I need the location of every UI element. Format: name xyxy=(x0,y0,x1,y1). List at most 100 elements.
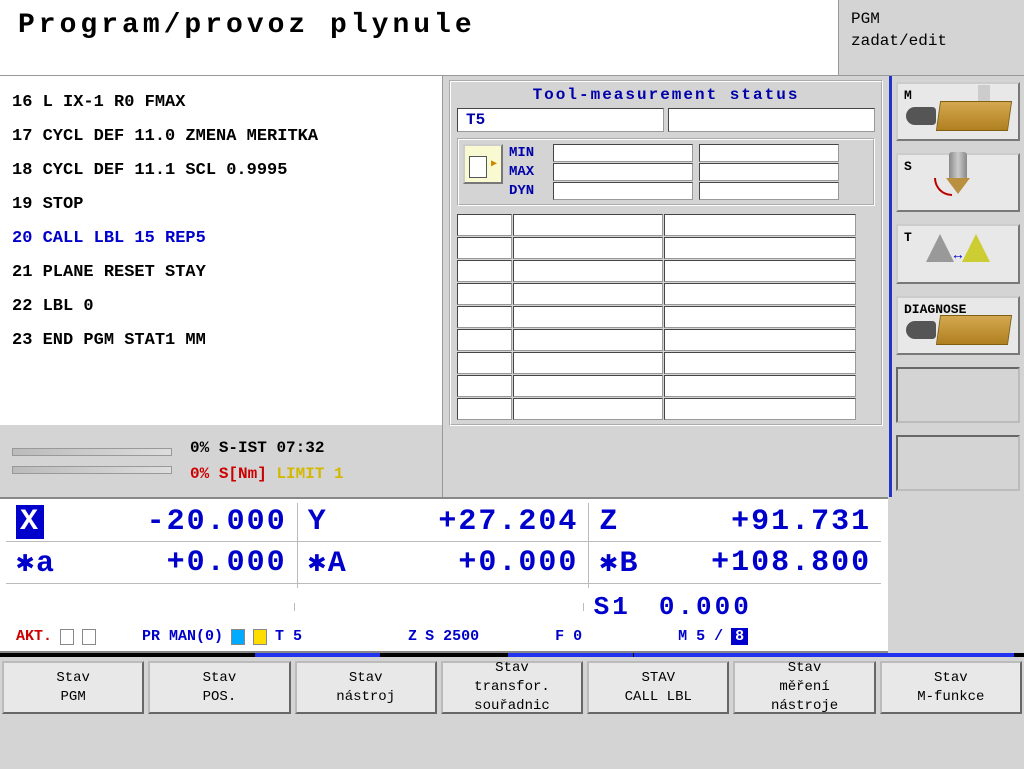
softkey-2[interactable]: StavPOS. xyxy=(148,661,290,714)
grid-cell[interactable] xyxy=(664,352,856,374)
grid-cell[interactable] xyxy=(664,214,856,236)
softkey-label: M-funkce xyxy=(917,688,984,707)
grid-cell[interactable] xyxy=(664,329,856,351)
tool-panel-title: Tool-measurement status xyxy=(457,86,875,104)
grid-cell[interactable] xyxy=(664,306,856,328)
grid-cell[interactable] xyxy=(513,375,663,397)
softkey-label: Stav xyxy=(934,669,968,688)
program-line[interactable]: 22 LBL 0 xyxy=(12,290,430,324)
grid-cell[interactable] xyxy=(664,237,856,259)
spindle-label: S1 xyxy=(594,592,631,622)
program-line[interactable]: 21 PLANE RESET STAY xyxy=(12,256,430,290)
tool-name-field[interactable] xyxy=(668,108,875,132)
softkey-label: nástroje xyxy=(771,697,838,716)
grid-cell[interactable] xyxy=(457,237,512,259)
info-pr: PR MAN(0) xyxy=(142,628,223,645)
max-field-2[interactable] xyxy=(699,163,839,181)
grid-cell[interactable] xyxy=(513,398,663,420)
grid-row xyxy=(457,214,875,236)
side-button-m[interactable]: M xyxy=(896,82,1020,141)
info-icon-2[interactable] xyxy=(253,629,267,645)
grid-cell[interactable] xyxy=(513,306,663,328)
softkey-label: Stav xyxy=(203,669,237,688)
min-field-2[interactable] xyxy=(699,144,839,162)
status-strip: 0% S-IST 07:32 0% S[Nm] LIMIT 1 xyxy=(0,425,442,497)
tool-panel-icon[interactable] xyxy=(463,144,503,184)
side-button-empty-2[interactable] xyxy=(896,435,1020,491)
axis-label: X xyxy=(16,505,44,539)
program-listing[interactable]: 16 L IX-1 R0 FMAX17 CYCL DEF 11.0 ZMENA … xyxy=(0,76,442,425)
side-button-empty-1[interactable] xyxy=(896,367,1020,423)
softkey-6[interactable]: Stavměřenínástroje xyxy=(733,661,875,714)
info-box-1[interactable] xyxy=(60,629,74,645)
grid-cell[interactable] xyxy=(457,352,512,374)
side-button-t[interactable]: T ↔ xyxy=(896,224,1020,283)
position-display: X-20.000Y+27.204Z+91.731 ✱a+0.000✱A+0.00… xyxy=(0,497,888,653)
program-line[interactable]: 18 CYCL DEF 11.1 SCL 0.9995 xyxy=(12,154,430,188)
grid-cell[interactable] xyxy=(513,214,663,236)
softkey-3[interactable]: Stavnástroj xyxy=(295,661,437,714)
diagnose-icon xyxy=(898,289,1018,347)
axis-label: ✱a xyxy=(16,544,56,581)
dyn-field-2[interactable] xyxy=(699,182,839,200)
info-bar: AKT. PR MAN(0) T 5 Z S 2500 F 0 M 5 / 8 xyxy=(6,626,882,647)
dyn-field-1[interactable] xyxy=(553,182,693,200)
program-line[interactable]: 23 END PGM STAT1 MM xyxy=(12,324,430,358)
dro-cell-b: ✱B+108.800 xyxy=(589,542,881,584)
grid-cell[interactable] xyxy=(513,329,663,351)
grid-row xyxy=(457,306,875,328)
mode-box[interactable]: PGM zadat/edit xyxy=(839,0,1024,75)
grid-cell[interactable] xyxy=(513,352,663,374)
grid-cell[interactable] xyxy=(457,306,512,328)
sist-val: 07:32 xyxy=(276,439,324,457)
max-field-1[interactable] xyxy=(553,163,693,181)
grid-cell[interactable] xyxy=(664,260,856,282)
grid-cell[interactable] xyxy=(664,375,856,397)
program-line[interactable]: 19 STOP xyxy=(12,188,430,222)
grid-cell[interactable] xyxy=(513,283,663,305)
grid-cell[interactable] xyxy=(513,260,663,282)
grid-row xyxy=(457,398,875,420)
program-line[interactable]: 17 CYCL DEF 11.0 ZMENA MERITKA xyxy=(12,120,430,154)
tool-number-field[interactable]: T5 xyxy=(457,108,664,132)
spindle-value: 0.000 xyxy=(659,592,752,622)
mode-line1: PGM xyxy=(851,8,1012,30)
grid-cell[interactable] xyxy=(457,283,512,305)
grid-cell[interactable] xyxy=(664,398,856,420)
program-line[interactable]: 16 L IX-1 R0 FMAX xyxy=(12,86,430,120)
grid-row xyxy=(457,260,875,282)
dro-cell-y: Y+27.204 xyxy=(298,503,590,542)
info-box-2[interactable] xyxy=(82,629,96,645)
softkey-bar: StavPGMStavPOS.StavnástrojStavtransfor.s… xyxy=(0,653,1024,718)
program-line[interactable]: 20 CALL LBL 15 REP5 xyxy=(12,222,430,256)
page-title: Program/provoz plynule xyxy=(18,10,476,41)
machine-icon xyxy=(898,75,1018,133)
grid-cell[interactable] xyxy=(664,283,856,305)
grid-cell[interactable] xyxy=(513,237,663,259)
axis-value: +27.204 xyxy=(336,505,579,539)
softkey-label: souřadnic xyxy=(474,697,550,716)
side-button-diagnose[interactable]: DIAGNOSE xyxy=(896,296,1020,355)
softkey-label: Stav xyxy=(788,659,822,678)
softkey-5[interactable]: STAVCALL LBL xyxy=(587,661,729,714)
axis-label: ✱A xyxy=(308,544,348,581)
sist-lbl: S-IST xyxy=(219,439,267,457)
info-m: M 5 / xyxy=(678,628,723,645)
side-button-s[interactable]: S xyxy=(896,153,1020,212)
softkey-label: PGM xyxy=(61,688,86,707)
softkey-4[interactable]: Stavtransfor.souřadnic xyxy=(441,661,583,714)
softkey-label: Stav xyxy=(495,659,529,678)
info-icon-1[interactable] xyxy=(231,629,245,645)
softkey-1[interactable]: StavPGM xyxy=(2,661,144,714)
grid-cell[interactable] xyxy=(457,329,512,351)
min-field-1[interactable] xyxy=(553,144,693,162)
softkey-7[interactable]: StavM-funkce xyxy=(880,661,1022,714)
axis-label: Z xyxy=(599,505,619,539)
tool-measurement-panel: Tool-measurement status T5 MIN MAX DYN xyxy=(449,80,883,426)
softkey-label: STAV xyxy=(641,669,675,688)
grid-cell[interactable] xyxy=(457,214,512,236)
grid-cell[interactable] xyxy=(457,398,512,420)
grid-cell[interactable] xyxy=(457,375,512,397)
grid-cell[interactable] xyxy=(457,260,512,282)
max-label: MAX xyxy=(509,164,547,180)
